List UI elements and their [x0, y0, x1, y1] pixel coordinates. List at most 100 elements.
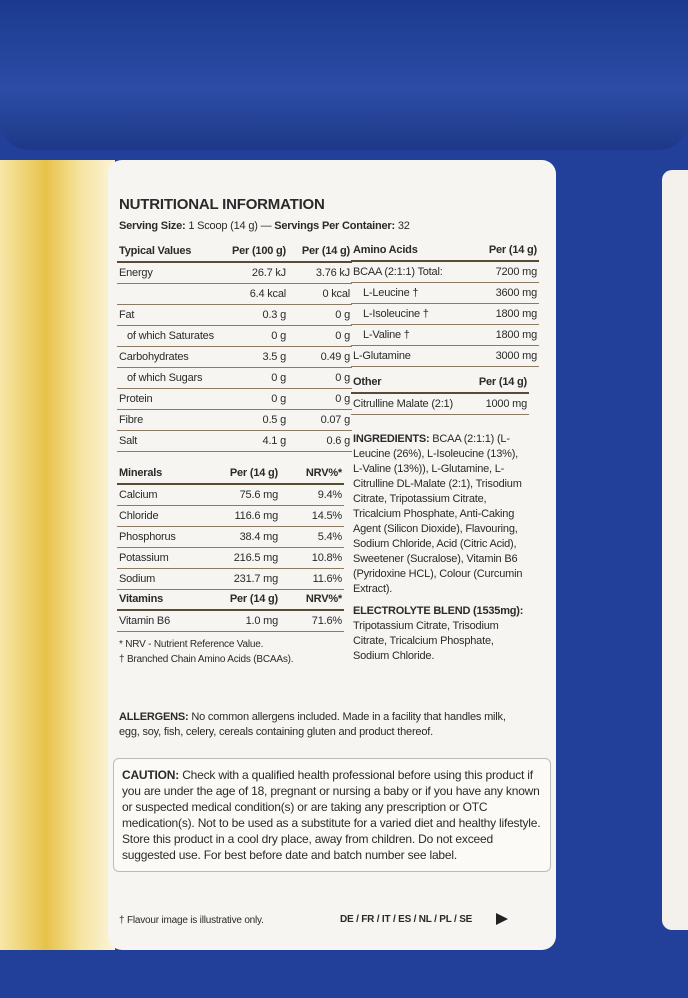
serving-line: Serving Size: 1 Scoop (14 g) — Servings … — [119, 220, 410, 232]
row: Calcium 75.6 mg 9.4% — [117, 484, 344, 506]
cell: Potassium — [117, 547, 216, 569]
other-table: Other Per (14 g) Citrulline Malate (2:1) 10… — [351, 372, 529, 415]
electrolyte-text: Tripotassium Citrate, Trisodium Citrate,… — [353, 620, 499, 662]
cell: L-Glutamine — [351, 345, 475, 367]
cell: NRV%* — [280, 589, 344, 611]
electrolyte: ELECTROLYTE BLEND (1535mg): Tripotassium … — [353, 604, 525, 664]
cell: Citrulline Malate (2:1) — [351, 393, 465, 415]
header-row: Typical Values Per (100 g) Per (14 g) — [117, 241, 352, 263]
row: Citrulline Malate (2:1) 1000 mg — [351, 393, 529, 415]
row: Potassium 216.5 mg 10.8% — [117, 547, 344, 569]
lid — [0, 0, 688, 150]
row: L-Valine † 1800 mg — [351, 324, 539, 346]
cell: NRV%* — [280, 463, 344, 485]
cell: Carbohydrates — [117, 346, 224, 368]
cell — [117, 283, 224, 305]
cell: 0 g — [288, 367, 352, 389]
caution-label: CAUTION: — [122, 768, 180, 782]
cell: BCAA (2:1:1) Total: — [351, 261, 475, 283]
cell: Chloride — [117, 505, 216, 527]
title: NUTRITIONAL INFORMATION — [119, 196, 325, 213]
row: Energy 26.7 kJ 3.76 kJ — [117, 262, 352, 284]
cell: L-Isoleucine † — [351, 303, 475, 325]
row: Phosphorus 38.4 mg 5.4% — [117, 526, 344, 548]
cell: 10.8% — [280, 547, 344, 569]
cell: 9.4% — [280, 484, 344, 506]
cell: 1.0 mg — [216, 610, 280, 632]
footnotes: * NRV - Nutrient Reference Value. † Bran… — [119, 637, 294, 667]
row: L-Glutamine 3000 mg — [351, 345, 539, 367]
cell: 0 g — [288, 388, 352, 410]
serving-size-label: Serving Size: — [119, 220, 186, 232]
row: Carbohydrates 3.5 g 0.49 g — [117, 346, 352, 368]
cell: Minerals — [117, 463, 216, 485]
cell: 216.5 mg — [216, 547, 280, 569]
cell: Fibre — [117, 409, 224, 431]
allergens: ALLERGENS: No common allergens included.… — [119, 710, 529, 740]
header-row: Minerals Per (14 g) NRV%* — [117, 463, 344, 485]
row: Salt 4.1 g 0.6 g — [117, 430, 352, 452]
cell: 71.6% — [280, 610, 344, 632]
electrolyte-label: ELECTROLYTE BLEND (1535mg): — [353, 605, 524, 617]
row: 6.4 kcal 0 kcal — [117, 283, 352, 305]
cell: Sodium — [117, 568, 216, 590]
cell: 1800 mg — [475, 303, 539, 325]
allergens-text: No common allergens included. Made in a … — [119, 711, 506, 738]
cell: 0.5 g — [224, 409, 288, 431]
cell: 5.4% — [280, 526, 344, 548]
cell: Per (14 g) — [216, 589, 280, 611]
cell: Per (14 g) — [465, 372, 529, 394]
side-label — [662, 170, 688, 930]
arrow-icon — [496, 913, 508, 925]
cell: 116.6 mg — [216, 505, 280, 527]
cell: Energy — [117, 262, 224, 284]
cell: Calcium — [117, 484, 216, 506]
header-row: Vitamins Per (14 g) NRV%* — [117, 589, 344, 611]
languages: DE / FR / IT / ES / NL / PL / SE — [340, 914, 473, 925]
cell: 0 g — [224, 367, 288, 389]
cell: 0.07 g — [288, 409, 352, 431]
cell: Per (14 g) — [288, 241, 352, 263]
cell: 4.1 g — [224, 430, 288, 452]
cell: Salt — [117, 430, 224, 452]
cell: 0 g — [224, 388, 288, 410]
cell: 0 g — [224, 325, 288, 347]
cell: Vitamins — [117, 589, 216, 611]
ingredients: INGREDIENTS: BCAA (2:1:1) (L-Leucine (26… — [353, 432, 525, 597]
cell: Per (100 g) — [224, 241, 288, 263]
row: Chloride 116.6 mg 14.5% — [117, 505, 344, 527]
vitamins-table: Vitamins Per (14 g) NRV%* Vitamin B6 1.0 mg 7… — [117, 589, 344, 632]
cell: 3.5 g — [224, 346, 288, 368]
cell: 75.6 mg — [216, 484, 280, 506]
cell: 0.3 g — [224, 304, 288, 326]
serving-size: 1 Scoop (14 g) — [188, 220, 258, 232]
cell: Phosphorus — [117, 526, 216, 548]
cell: 231.7 mg — [216, 568, 280, 590]
ingredients-label: INGREDIENTS: — [353, 433, 430, 445]
amino-table: Amino Acids Per (14 g) BCAA (2:1:1) Total:… — [351, 240, 539, 367]
caution-text: Check with a qualified health profession… — [122, 768, 541, 862]
cell: 38.4 mg — [216, 526, 280, 548]
flavour-image — [0, 160, 115, 950]
cell: 14.5% — [280, 505, 344, 527]
footnote: † Branched Chain Amino Acids (BCAAs). — [119, 654, 294, 665]
cell: 3000 mg — [475, 345, 539, 367]
cell: of which Saturates — [117, 325, 224, 347]
cell: L-Leucine † — [351, 282, 475, 304]
cell: 0.6 g — [288, 430, 352, 452]
cell: 0 g — [288, 325, 352, 347]
row: Sodium 231.7 mg 11.6% — [117, 568, 344, 590]
row: Fibre 0.5 g 0.07 g — [117, 409, 352, 431]
header-row: Amino Acids Per (14 g) — [351, 240, 539, 262]
cell: 3.76 kJ — [288, 262, 352, 284]
cell: Other — [351, 372, 465, 394]
cell: of which Sugars — [117, 367, 224, 389]
cell: 0 g — [288, 304, 352, 326]
cell: L-Valine † — [351, 324, 475, 346]
cell: Amino Acids — [351, 240, 475, 262]
allergens-label: ALLERGENS: — [119, 711, 189, 723]
cell: 3600 mg — [475, 282, 539, 304]
minerals-table: Minerals Per (14 g) NRV%* Calcium 75.6 mg 9.4… — [117, 463, 344, 590]
cell: 6.4 kcal — [224, 283, 288, 305]
